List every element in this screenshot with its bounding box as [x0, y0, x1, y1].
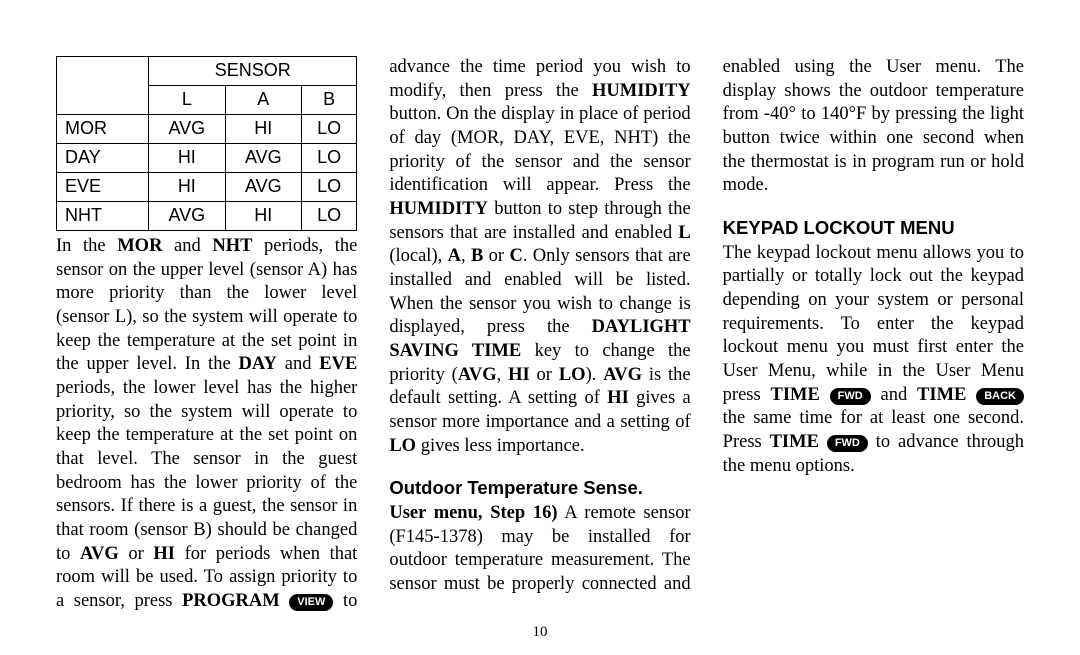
fwd-button-icon: FWD [827, 435, 868, 452]
bold: LO [559, 365, 586, 385]
bold: TIME [770, 432, 819, 452]
table-row: SENSOR [57, 57, 357, 86]
keypad-lockout-paragraph: The keypad lockout menu allows you to pa… [723, 242, 1024, 479]
text: periods, the lower level has the higher … [56, 378, 357, 564]
cell: LO [302, 144, 357, 173]
manual-page: SENSOR L A B MOR AVG HI LO DAY HI AVG [0, 0, 1080, 655]
bold: NHT [212, 236, 252, 256]
cell: HI [225, 202, 301, 231]
table-header-l: L [149, 86, 225, 115]
text: In the [56, 236, 117, 256]
sensor-table-block: SENSOR L A B MOR AVG HI LO DAY HI AVG [56, 56, 357, 231]
bold: TIME [917, 385, 966, 405]
cell: LO [302, 115, 357, 144]
text: or [119, 544, 154, 564]
cell: LO [302, 173, 357, 202]
cell: HI [225, 115, 301, 144]
bold: HI [607, 388, 629, 408]
bold: C [509, 246, 522, 266]
table-header-b: B [302, 86, 357, 115]
content-columns: SENSOR L A B MOR AVG HI LO DAY HI AVG [56, 56, 1024, 616]
bold: User menu, Step 16) [389, 503, 557, 523]
text: and [871, 385, 917, 405]
bold: HUMIDITY [389, 199, 488, 219]
bold: EVE [319, 354, 357, 374]
table-row: MOR AVG HI LO [57, 115, 357, 144]
bold: AVG [603, 365, 642, 385]
bold: AVG [80, 544, 119, 564]
bold: L [678, 223, 690, 243]
cell: AVG [149, 202, 225, 231]
table-header-a: A [225, 86, 301, 115]
bold: PROGRAM [182, 591, 280, 611]
bold: MOR [117, 236, 162, 256]
table-row: EVE HI AVG LO [57, 173, 357, 202]
text: , [461, 246, 471, 266]
row-label: MOR [57, 115, 149, 144]
text: The keypad lockout menu allows you to pa… [723, 243, 1024, 405]
bold: TIME [771, 385, 820, 405]
bold: B [471, 246, 483, 266]
fwd-button-icon: FWD [830, 388, 871, 405]
text: ). [586, 365, 604, 385]
cell: HI [149, 173, 225, 202]
cell: AVG [225, 173, 301, 202]
text: and [277, 354, 319, 374]
text: and [162, 236, 212, 256]
outdoor-temp-heading: Outdoor Temperature Sense. [389, 476, 690, 500]
sensor-priority-table: SENSOR L A B MOR AVG HI LO DAY HI AVG [56, 56, 357, 231]
row-label: DAY [57, 144, 149, 173]
bold: A [448, 246, 461, 266]
text: or [483, 246, 509, 266]
cell: AVG [225, 144, 301, 173]
text: , [497, 365, 509, 385]
bold: HUMIDITY [592, 81, 691, 101]
bold: HI [508, 365, 530, 385]
text: (local), [389, 246, 447, 266]
table-row: NHT AVG HI LO [57, 202, 357, 231]
row-label: EVE [57, 173, 149, 202]
bold: AVG [458, 365, 497, 385]
bold: DAY [239, 354, 277, 374]
view-button-icon: VIEW [289, 594, 333, 611]
text: button. On the display in place of perio… [389, 104, 690, 195]
bold: LO [389, 436, 416, 456]
table-header-sensor: SENSOR [149, 57, 357, 86]
cell: HI [149, 144, 225, 173]
text: gives less importance. [416, 436, 585, 456]
bold: HI [153, 544, 175, 564]
table-row: DAY HI AVG LO [57, 144, 357, 173]
row-label: NHT [57, 202, 149, 231]
keypad-lockout-heading: KEYPAD LOCKOUT MENU [723, 216, 1024, 240]
page-number: 10 [0, 624, 1080, 641]
cell: AVG [149, 115, 225, 144]
back-button-icon: BACK [976, 388, 1024, 405]
text: or [530, 365, 559, 385]
table-header-blank [57, 57, 149, 115]
cell: LO [302, 202, 357, 231]
